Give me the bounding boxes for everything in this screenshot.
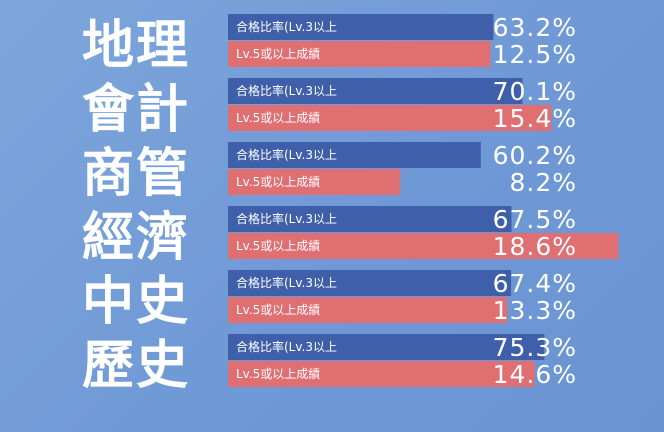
level5-series-label: Lv.5或以上成績 <box>236 239 320 253</box>
pass-rate-series-label: 合格比率(Lv.3以上 <box>236 83 337 98</box>
subject-label: 經濟 <box>82 208 190 268</box>
level5-bar <box>228 105 552 131</box>
pass-rate-value: 63.2% <box>493 13 577 42</box>
level5-bar <box>228 233 619 259</box>
pass-rate-value: 75.3% <box>493 333 577 362</box>
pass-rate-value: 67.5% <box>493 205 577 234</box>
subject-label: 商管 <box>82 144 190 204</box>
subject-label: 會計 <box>82 80 190 140</box>
pass-rate-bar <box>228 142 481 168</box>
pass-rate-bar <box>228 334 545 360</box>
pass-rate-value: 60.2% <box>493 141 577 170</box>
pass-rate-series-label: 合格比率(Lv.3以上 <box>236 147 337 162</box>
level5-series-label: Lv.5或以上成績 <box>236 175 320 189</box>
pass-rate-bar <box>228 270 512 296</box>
subject-label: 中史 <box>82 272 190 332</box>
level5-bar <box>228 169 401 195</box>
pass-rate-value: 67.4% <box>493 269 577 298</box>
level5-value: 13.3% <box>493 296 577 325</box>
level5-value: 15.4% <box>493 104 577 133</box>
pass-rate-value: 70.1% <box>493 77 577 106</box>
pass-rate-series-label: 合格比率(Lv.3以上 <box>236 339 337 354</box>
level5-series-label: Lv.5或以上成績 <box>236 367 320 381</box>
level5-bar <box>228 41 491 67</box>
pass-rate-bar <box>228 14 494 40</box>
pass-rate-series-label: 合格比率(Lv.3以上 <box>236 211 337 226</box>
pass-rate-series-label: 合格比率(Lv.3以上 <box>236 275 337 290</box>
level5-bar <box>228 361 535 387</box>
level5-series-label: Lv.5或以上成績 <box>236 303 320 317</box>
subject-label: 地理 <box>82 16 190 76</box>
level5-value: 14.6% <box>493 360 577 389</box>
level5-value: 18.6% <box>493 232 577 261</box>
pass-rate-bar <box>228 78 523 104</box>
level5-value: 12.5% <box>493 40 577 69</box>
level5-bar <box>228 297 508 323</box>
level5-series-label: Lv.5或以上成績 <box>236 47 320 61</box>
level5-series-label: Lv.5或以上成績 <box>236 111 320 125</box>
level5-value: 8.2% <box>509 168 577 197</box>
pass-rate-series-label: 合格比率(Lv.3以上 <box>236 19 337 34</box>
pass-rate-bar <box>228 206 512 232</box>
subject-label: 歷史 <box>82 336 190 396</box>
